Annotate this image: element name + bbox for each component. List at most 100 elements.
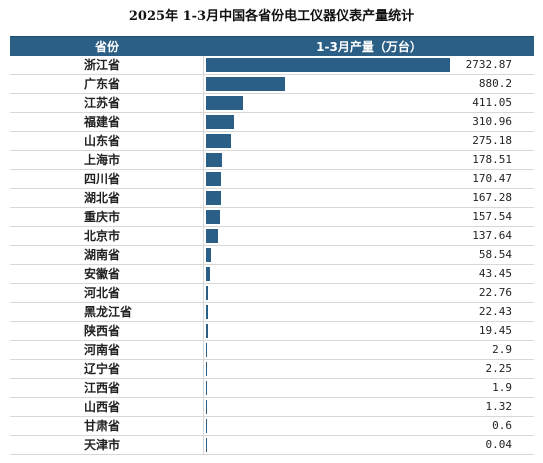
value-label: 58.54: [478, 248, 512, 261]
bar-cell: 275.18: [204, 132, 534, 150]
bar-cell: 58.54: [204, 246, 534, 264]
province-label: 北京市: [10, 227, 204, 245]
table-header: 省份 1-3月产量（万台）: [10, 37, 534, 56]
province-label: 湖北省: [10, 189, 204, 207]
bar-cell: 178.51: [204, 151, 534, 169]
province-label: 安徽省: [10, 265, 204, 283]
table-row: 天津市 0.04: [10, 436, 534, 455]
province-label: 天津市: [10, 436, 204, 454]
value-label: 310.96: [472, 115, 512, 128]
table-body: 浙江省 2732.87 广东省 880.2 江苏省 411.05 福建省 310.96 山东省 2…: [10, 56, 534, 455]
province-label: 四川省: [10, 170, 204, 188]
province-label: 广东省: [10, 75, 204, 93]
bar-cell: 22.43: [204, 303, 534, 321]
bar: [206, 381, 207, 395]
bar-cell: 2.9: [204, 341, 534, 359]
province-label: 山东省: [10, 132, 204, 150]
bar: [206, 362, 207, 376]
table-row: 陕西省 19.45: [10, 322, 534, 341]
province-label: 江苏省: [10, 94, 204, 112]
bar-cell: 167.28: [204, 189, 534, 207]
bar: [206, 191, 221, 205]
bar: [206, 210, 221, 224]
table-row: 福建省 310.96: [10, 113, 534, 132]
table-row: 辽宁省 2.25: [10, 360, 534, 379]
bar-cell: 2.25: [204, 360, 534, 378]
value-label: 178.51: [472, 153, 512, 166]
bar: [206, 58, 450, 72]
bar: [206, 96, 243, 110]
bar-cell: 1.9: [204, 379, 534, 397]
bar-cell: 880.2: [204, 75, 534, 93]
value-label: 1.9: [492, 381, 512, 394]
province-label: 上海市: [10, 151, 204, 169]
bar-cell: 170.47: [204, 170, 534, 188]
province-label: 黑龙江省: [10, 303, 204, 321]
bar-cell: 22.76: [204, 284, 534, 302]
table-row: 浙江省 2732.87: [10, 56, 534, 75]
value-label: 411.05: [472, 96, 512, 109]
value-label: 2.25: [485, 362, 513, 375]
table-row: 上海市 178.51: [10, 151, 534, 170]
value-label: 170.47: [472, 172, 512, 185]
bar: [206, 115, 234, 129]
bar: [206, 248, 212, 262]
province-label: 重庆市: [10, 208, 204, 226]
bar: [206, 229, 219, 243]
bar-cell: 411.05: [204, 94, 534, 112]
table-row: 北京市 137.64: [10, 227, 534, 246]
value-label: 1.32: [485, 400, 513, 413]
province-label: 福建省: [10, 113, 204, 131]
bar: [206, 77, 285, 91]
value-label: 0.04: [485, 438, 513, 451]
value-label: 2732.87: [465, 58, 512, 71]
bar-cell: 1.32: [204, 398, 534, 416]
bar-cell: 310.96: [204, 113, 534, 131]
bar-cell: 19.45: [204, 322, 534, 340]
province-label: 浙江省: [10, 56, 204, 74]
value-label: 167.28: [472, 191, 512, 204]
bar-cell: 157.54: [204, 208, 534, 226]
bar: [206, 438, 207, 452]
table-row: 河北省 22.76: [10, 284, 534, 303]
table-row: 江苏省 411.05: [10, 94, 534, 113]
value-label: 0.6: [492, 419, 512, 432]
value-label: 2.9: [492, 343, 512, 356]
value-label: 22.76: [478, 286, 512, 299]
table-row: 河南省 2.9: [10, 341, 534, 360]
province-label: 河北省: [10, 284, 204, 302]
bar: [206, 134, 231, 148]
province-label: 陕西省: [10, 322, 204, 340]
value-label: 43.45: [478, 267, 512, 280]
value-label: 19.45: [478, 324, 512, 337]
value-label: 137.64: [472, 229, 512, 242]
table-row: 安徽省 43.45: [10, 265, 534, 284]
table-row: 四川省 170.47: [10, 170, 534, 189]
chart-title: 2025年 1-3月中国各省份电工仪器仪表产量统计: [128, 9, 415, 24]
header-province: 省份: [94, 40, 119, 54]
bar: [206, 343, 207, 357]
data-table: 省份 1-3月产量（万台） 浙江省 2732.87 广东省 880.2 江苏省 411.0…: [10, 36, 534, 455]
province-label: 甘肃省: [10, 417, 204, 435]
province-label: 辽宁省: [10, 360, 204, 378]
table-row: 湖南省 58.54: [10, 246, 534, 265]
table-row: 重庆市 157.54: [10, 208, 534, 227]
value-label: 275.18: [472, 134, 512, 147]
table-row: 甘肃省 0.6: [10, 417, 534, 436]
table-row: 黑龙江省 22.43: [10, 303, 534, 322]
value-label: 22.43: [478, 305, 512, 318]
bar: [206, 305, 208, 319]
table-row: 湖北省 167.28: [10, 189, 534, 208]
bar: [206, 267, 210, 281]
header-output: 1-3月产量（万台）: [316, 40, 422, 54]
table-row: 山东省 275.18: [10, 132, 534, 151]
bar-cell: 43.45: [204, 265, 534, 283]
bar: [206, 286, 209, 300]
bar: [206, 400, 207, 414]
bar-cell: 0.04: [204, 436, 534, 454]
bar-cell: 0.6: [204, 417, 534, 435]
value-label: 157.54: [472, 210, 512, 223]
table-row: 广东省 880.2: [10, 75, 534, 94]
table-row: 山西省 1.32: [10, 398, 534, 417]
bar: [206, 419, 207, 433]
